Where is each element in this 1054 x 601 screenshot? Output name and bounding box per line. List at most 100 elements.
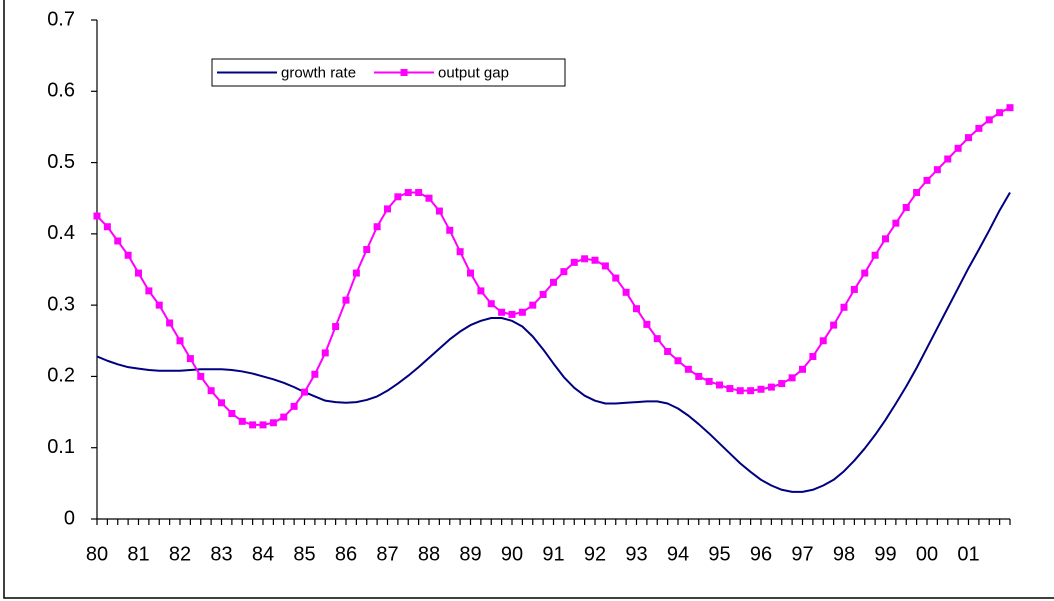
point-marker bbox=[550, 278, 557, 286]
point-marker bbox=[135, 269, 142, 277]
point-marker bbox=[363, 246, 371, 254]
x-tick-label: 87 bbox=[376, 543, 398, 565]
x-tick-label: 90 bbox=[501, 543, 523, 565]
point-marker bbox=[176, 337, 184, 345]
point-marker bbox=[508, 310, 516, 318]
point-marker bbox=[716, 381, 723, 389]
point-marker bbox=[145, 287, 153, 295]
point-marker bbox=[736, 387, 744, 395]
point-marker bbox=[975, 124, 983, 132]
point-marker bbox=[819, 337, 827, 345]
point-marker bbox=[93, 212, 101, 220]
point-marker bbox=[311, 370, 319, 378]
point-marker bbox=[622, 288, 630, 296]
point-marker bbox=[290, 402, 298, 410]
y-tick-label: 0.2 bbox=[47, 365, 75, 387]
point-marker bbox=[902, 203, 910, 211]
point-marker bbox=[435, 207, 443, 215]
x-tick-label: 93 bbox=[625, 543, 647, 565]
point-marker bbox=[633, 305, 640, 313]
point-marker bbox=[788, 374, 796, 382]
x-tick-label: 91 bbox=[542, 543, 564, 565]
x-tick-label: 84 bbox=[252, 543, 274, 565]
point-marker bbox=[643, 320, 651, 328]
x-tick-label: 85 bbox=[293, 543, 315, 565]
x-tick-label: 86 bbox=[335, 543, 357, 565]
point-marker bbox=[726, 385, 734, 393]
point-marker bbox=[954, 144, 962, 152]
point-marker bbox=[923, 176, 931, 184]
y-tick-label: 0.7 bbox=[47, 8, 75, 30]
point-marker bbox=[1006, 104, 1014, 112]
x-tick-label: 01 bbox=[957, 543, 979, 565]
point-marker bbox=[249, 421, 257, 429]
point-marker bbox=[269, 419, 277, 427]
series-line bbox=[96, 192, 1011, 493]
point-marker bbox=[684, 365, 692, 373]
point-marker bbox=[228, 409, 236, 417]
point-marker bbox=[747, 387, 755, 395]
point-marker bbox=[840, 303, 848, 311]
point-marker bbox=[664, 347, 672, 355]
point-marker bbox=[415, 189, 423, 197]
point-marker bbox=[280, 413, 288, 421]
point-marker bbox=[238, 417, 246, 425]
x-tick-label: 89 bbox=[459, 543, 481, 565]
point-marker bbox=[487, 300, 495, 308]
point-marker bbox=[301, 388, 308, 396]
point-marker bbox=[114, 237, 122, 245]
y-tick-label: 0.1 bbox=[47, 436, 75, 458]
x-tick-label: 80 bbox=[86, 543, 108, 565]
legend-label: growth rate bbox=[281, 64, 356, 81]
x-tick-label: 95 bbox=[708, 543, 730, 565]
point-marker bbox=[404, 189, 412, 197]
point-marker bbox=[103, 223, 111, 231]
point-marker bbox=[186, 355, 194, 363]
point-marker bbox=[124, 251, 132, 259]
point-marker bbox=[882, 235, 889, 243]
point-marker bbox=[944, 155, 952, 163]
point-marker bbox=[518, 308, 526, 316]
series-line bbox=[96, 106, 1011, 426]
x-tick-label: 94 bbox=[667, 543, 689, 565]
point-marker bbox=[425, 194, 433, 202]
point-marker bbox=[591, 256, 599, 264]
point-marker bbox=[166, 319, 174, 327]
point-marker bbox=[653, 335, 661, 343]
point-marker bbox=[965, 134, 972, 142]
chart-frame bbox=[3, 0, 1054, 599]
point-marker bbox=[695, 372, 703, 380]
point-marker bbox=[601, 262, 609, 270]
y-tick-label: 0.3 bbox=[47, 293, 75, 315]
x-tick-label: 83 bbox=[210, 543, 232, 565]
point-marker bbox=[342, 296, 350, 304]
point-marker bbox=[332, 323, 340, 331]
x-tick-label: 81 bbox=[127, 543, 149, 565]
point-marker bbox=[498, 308, 506, 316]
point-marker bbox=[861, 269, 869, 277]
point-marker bbox=[207, 387, 215, 395]
point-marker bbox=[197, 372, 205, 380]
point-marker bbox=[321, 349, 329, 357]
point-marker bbox=[570, 258, 578, 266]
point-marker bbox=[705, 377, 713, 385]
point-marker bbox=[809, 352, 817, 360]
x-tick-label: 99 bbox=[874, 543, 896, 565]
point-marker bbox=[259, 421, 267, 429]
point-marker bbox=[871, 251, 879, 259]
point-marker bbox=[529, 301, 537, 309]
point-marker bbox=[799, 365, 806, 373]
point-marker bbox=[446, 226, 454, 234]
x-tick-label: 97 bbox=[791, 543, 813, 565]
point-marker bbox=[456, 248, 464, 256]
y-tick-label: 0.4 bbox=[47, 222, 75, 244]
x-tick-label: 82 bbox=[169, 543, 191, 565]
y-tick-label: 0.5 bbox=[47, 151, 75, 173]
point-marker bbox=[155, 301, 163, 309]
point-marker bbox=[830, 321, 838, 329]
point-marker bbox=[352, 269, 360, 277]
point-marker bbox=[757, 385, 765, 393]
point-marker bbox=[892, 219, 900, 227]
